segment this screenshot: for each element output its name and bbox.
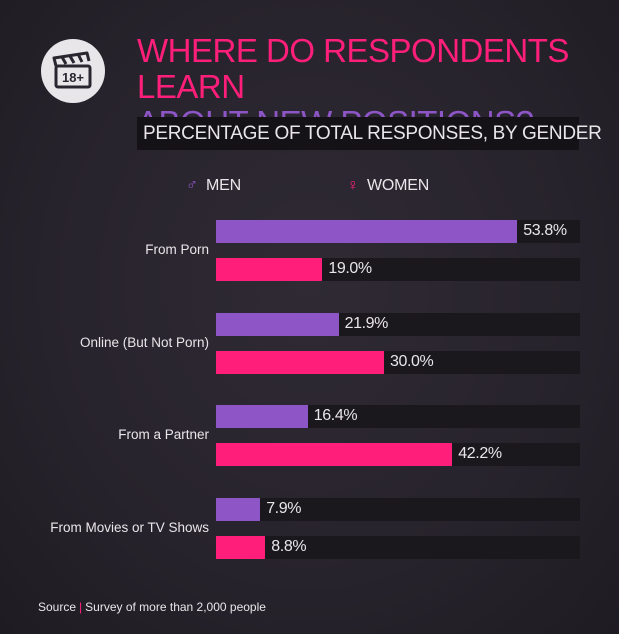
- data-label-men: 53.8%: [523, 222, 567, 239]
- bar-men: [216, 405, 308, 428]
- bar-women: [216, 443, 453, 466]
- chart-title-line1: WHERE DO RESPONDENTS LEARN: [137, 32, 569, 105]
- icon-circle: 18+: [41, 39, 105, 103]
- source-label: Source: [38, 600, 77, 614]
- data-label-women: 30.0%: [390, 353, 434, 370]
- category-label: From Movies or TV Shows: [50, 520, 209, 535]
- source-separator: |: [79, 600, 83, 614]
- male-symbol-icon: ♂: [186, 177, 198, 194]
- category-label: Online (But Not Porn): [79, 335, 209, 350]
- data-label-women: 8.8%: [271, 538, 307, 555]
- legend-women-label: WOMEN: [367, 177, 430, 194]
- legend-men: ♂ MEN: [186, 177, 241, 195]
- bar-women: [216, 351, 384, 374]
- female-symbol-icon: ♀: [347, 177, 359, 194]
- legend-men-label: MEN: [206, 177, 241, 194]
- category-label: From Porn: [145, 242, 209, 257]
- data-label-men: 21.9%: [344, 315, 389, 332]
- icon-badge-text: 18+: [62, 70, 84, 85]
- source-text: Survey of more than 2,000 people: [85, 600, 266, 614]
- bar-men: [216, 498, 261, 521]
- bar-men: [216, 313, 339, 336]
- bar-men: [216, 220, 518, 243]
- chart-subtitle: PERCENTAGE OF TOTAL RESPONSES, BY GENDER: [143, 123, 602, 144]
- data-label-men: 16.4%: [313, 407, 358, 424]
- bar-women: [216, 258, 323, 281]
- subtitle-background: [137, 117, 579, 150]
- legend-women: ♀ WOMEN: [347, 177, 429, 195]
- source-note: Source | Survey of more than 2,000 people: [38, 600, 266, 614]
- data-label-men: 7.9%: [266, 500, 302, 517]
- category-label: From a Partner: [118, 427, 209, 442]
- data-label-women: 19.0%: [328, 260, 372, 277]
- bar-women: [216, 536, 266, 559]
- data-label-women: 42.2%: [458, 445, 502, 462]
- bar-track: [216, 536, 580, 559]
- bar-track: [216, 498, 580, 521]
- clapperboard-icon: 18+: [52, 51, 92, 89]
